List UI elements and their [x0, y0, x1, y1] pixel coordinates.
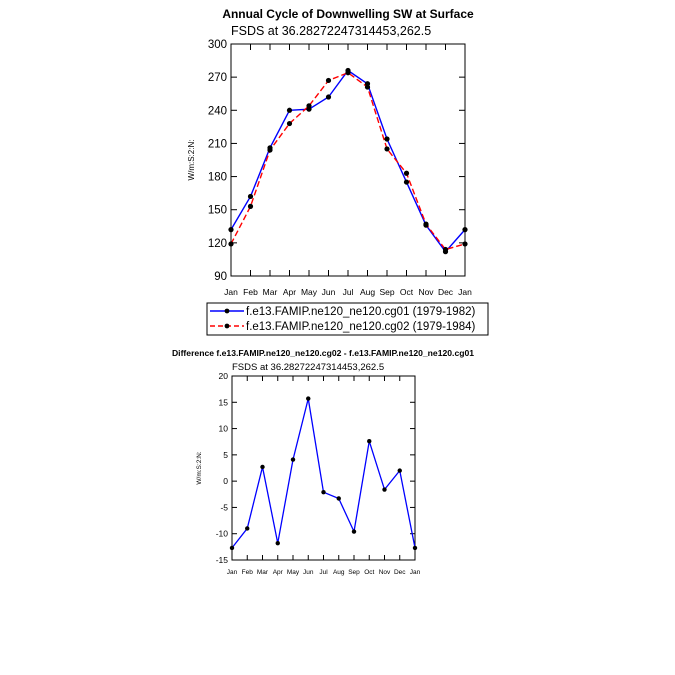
y-tick-label: 15	[219, 397, 229, 407]
data-point-s1-7	[364, 84, 371, 90]
x-tick-label: May	[287, 569, 300, 576]
chart1-y-axis: 90 120 150 180 210 240 270 300	[208, 39, 465, 283]
data-point-s0-1	[245, 526, 250, 531]
data-point-s1-4	[306, 103, 312, 109]
x-tick-label: Dec	[438, 287, 454, 297]
y-tick-label: 210	[208, 138, 227, 150]
series-line-1	[230, 71, 466, 251]
x-tick-label: Mar	[257, 569, 269, 576]
x-tick-label: Jun	[322, 287, 336, 297]
y-tick-label: 0	[223, 476, 228, 486]
chart2-y-axis: -15 -10 -5 0 5 10 15 20	[216, 371, 415, 565]
data-point-s0-9	[403, 179, 410, 185]
x-tick-label: Jul	[319, 569, 328, 576]
x-tick-label: Jun	[303, 569, 314, 576]
y-tick-label: 150	[208, 205, 227, 217]
chart2-plot-frame	[231, 375, 416, 561]
data-point-s0-4	[290, 457, 296, 462]
data-point-s0-3	[275, 540, 280, 546]
data-point-s1-6	[345, 70, 351, 76]
data-point-s0-2	[260, 464, 265, 470]
legend-label-cg02: f.e13.FAMIP.ne120_ne120.cg02 (1979-1984)	[246, 321, 475, 333]
data-point-s1-9	[403, 170, 410, 176]
data-point-s1-0	[228, 241, 234, 247]
data-point-s1-5	[325, 77, 332, 84]
data-point-s0-1	[247, 193, 254, 200]
chart1-ylabel: W/m:S:2:N:	[187, 140, 196, 181]
x-tick-label: Nov	[418, 287, 434, 297]
legend-frame	[206, 302, 489, 336]
y-tick-label: 10	[219, 424, 229, 434]
x-tick-label: Nov	[379, 569, 391, 576]
x-tick-label: Jan	[410, 569, 421, 576]
y-tick-label: -5	[220, 502, 228, 512]
y-tick-label: -10	[216, 529, 229, 539]
chart2-series	[229, 396, 418, 551]
data-point-s0-9	[367, 438, 372, 444]
data-point-s1-10	[423, 221, 429, 227]
x-tick-label: Sep	[379, 287, 394, 297]
data-point-s0-8	[384, 136, 390, 142]
x-tick-label: Feb	[243, 287, 258, 297]
chart-annual-cycle: Annual Cycle of Downwelling SW at Surfac…	[187, 7, 489, 336]
chart2-x-axis: Jan Feb Mar Apr May Jun Jul Aug Sep Oct Nov Dec Jan	[227, 376, 421, 576]
legend-label-cg01: f.e13.FAMIP.ne120_ne120.cg01 (1979-1982)	[246, 306, 475, 318]
data-point-s0-0	[228, 227, 234, 233]
data-point-s0-12	[462, 227, 468, 233]
x-tick-label: Jul	[343, 287, 354, 297]
data-point-s0-3	[286, 107, 293, 113]
y-tick-label: 180	[208, 172, 227, 184]
data-point-s1-1	[247, 203, 254, 209]
data-point-s0-5	[325, 94, 332, 100]
legend-marker-cg02	[224, 323, 230, 329]
x-tick-label: May	[301, 287, 318, 297]
y-tick-label: 270	[208, 72, 227, 84]
y-tick-label: 90	[214, 271, 227, 283]
chart1-legend: f.e13.FAMIP.ne120_ne120.cg01 (1979-1982)…	[206, 302, 489, 336]
chart2-subtitle: FSDS at 36.28272247314453,262.5	[232, 362, 384, 373]
data-point-s0-8	[351, 529, 357, 534]
data-point-s0-7	[336, 496, 341, 501]
chart-difference: Difference f.e13.FAMIP.ne120_ne120.cg02 …	[172, 348, 474, 576]
x-tick-label: Aug	[333, 569, 345, 576]
data-point-s1-8	[384, 146, 390, 152]
y-tick-label: 5	[223, 450, 228, 460]
x-tick-label: Oct	[400, 287, 414, 297]
x-tick-label: Apr	[283, 287, 296, 297]
y-tick-label: 120	[208, 238, 227, 250]
series-line-0	[231, 398, 416, 549]
data-point-s0-5	[306, 396, 311, 401]
chart1-x-axis: Jan Feb Mar Apr May Jun Jul Aug Sep Oct Nov Dec Jan	[224, 44, 472, 297]
y-tick-label: -15	[216, 555, 229, 565]
x-tick-label: Aug	[360, 287, 375, 297]
x-tick-label: Apr	[273, 569, 284, 576]
data-point-s0-12	[412, 545, 418, 551]
x-tick-label: Jan	[227, 569, 238, 576]
data-point-s0-11	[397, 468, 402, 473]
data-point-s0-0	[229, 545, 235, 551]
x-tick-label: Jan	[224, 287, 238, 297]
x-tick-label: Feb	[242, 569, 254, 576]
data-point-s1-2	[267, 147, 273, 153]
y-tick-label: 240	[208, 105, 227, 117]
x-tick-label: Mar	[263, 287, 278, 297]
data-point-s1-3	[286, 120, 293, 127]
legend-marker-cg01	[224, 308, 230, 314]
x-tick-label: Jan	[458, 287, 472, 297]
data-point-s0-6	[321, 489, 326, 495]
data-point-s1-11	[442, 246, 449, 253]
data-point-s0-10	[382, 487, 387, 492]
chart2-ylabel: W/m:S:2:N:	[196, 451, 203, 484]
y-tick-label: 300	[208, 39, 227, 51]
x-tick-label: Oct	[364, 569, 374, 576]
chart1-title: Annual Cycle of Downwelling SW at Surfac…	[222, 7, 474, 21]
data-point-s1-12	[462, 241, 468, 247]
chart2-title: Difference f.e13.FAMIP.ne120_ne120.cg02 …	[172, 348, 474, 358]
chart1-series	[228, 67, 468, 255]
x-tick-label: Sep	[348, 569, 360, 576]
y-tick-label: 20	[219, 371, 229, 381]
x-tick-label: Dec	[394, 569, 406, 576]
chart1-subtitle: FSDS at 36.28272247314453,262.5	[231, 24, 431, 38]
